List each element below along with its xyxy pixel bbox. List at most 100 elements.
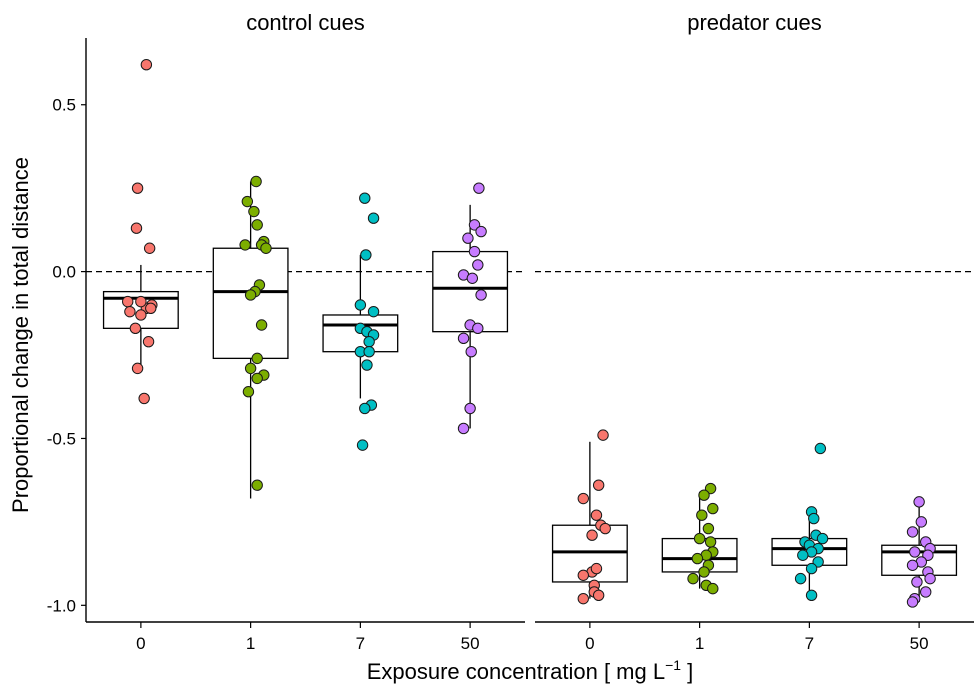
- data-point: [251, 372, 263, 385]
- data-point: [138, 392, 150, 405]
- data-point: [250, 175, 262, 188]
- data-point: [122, 295, 134, 308]
- data-point: [359, 192, 371, 204]
- data-point: [129, 322, 142, 335]
- y-tick-label: 0.5: [52, 96, 76, 115]
- data-point: [577, 492, 589, 505]
- data-point: [465, 345, 477, 358]
- data-point: [599, 522, 611, 535]
- data-point: [906, 559, 919, 571]
- data-point: [457, 422, 470, 435]
- data-point: [124, 305, 136, 318]
- data-point: [135, 295, 147, 308]
- data-point: [239, 239, 251, 251]
- data-point: [915, 516, 928, 528]
- data-point: [794, 572, 807, 585]
- data-point: [693, 532, 706, 545]
- data-point: [906, 526, 919, 538]
- data-point: [816, 532, 829, 545]
- data-point: [698, 489, 710, 501]
- data-point: [140, 58, 153, 71]
- y-axis-title: Proportional change in total distance: [8, 157, 33, 513]
- data-point: [142, 335, 155, 348]
- data-point: [241, 195, 254, 208]
- data-point: [797, 549, 809, 561]
- data-point: [359, 402, 371, 415]
- data-point: [244, 362, 257, 375]
- data-point: [911, 576, 923, 588]
- data-point: [468, 245, 481, 258]
- data-point: [592, 479, 605, 491]
- data-point: [592, 589, 605, 602]
- data-point: [577, 569, 589, 581]
- data-point: [597, 429, 609, 441]
- data-point: [687, 572, 699, 585]
- y-tick-label: -0.5: [47, 429, 76, 448]
- y-tick-label: -1.0: [47, 596, 76, 615]
- data-point: [464, 402, 476, 415]
- x-tick-label: 50: [461, 634, 480, 653]
- x-tick-label: 7: [356, 634, 365, 653]
- data-point: [466, 272, 479, 284]
- data-point: [586, 529, 598, 541]
- axes-layer: [81, 38, 974, 628]
- data-point: [704, 536, 717, 548]
- data-point: [808, 512, 820, 525]
- text-layer: Proportional change in total distance Ex…: [8, 10, 929, 684]
- data-point: [143, 242, 156, 254]
- data-point: [242, 386, 255, 398]
- data-point: [924, 572, 936, 585]
- x-axis-title-superscript: −1: [665, 657, 681, 673]
- data-point: [248, 205, 260, 218]
- x-axis-title-end: ]: [681, 659, 693, 684]
- data-point: [814, 442, 827, 455]
- data-point: [472, 322, 484, 335]
- data-point: [251, 352, 263, 365]
- x-tick-label: 1: [246, 634, 255, 653]
- data-point: [909, 546, 921, 558]
- data-point: [913, 496, 925, 508]
- data-point: [260, 242, 272, 254]
- data-point: [590, 562, 603, 575]
- data-point: [698, 566, 710, 578]
- data-point: [696, 509, 708, 521]
- data-point: [363, 345, 375, 358]
- box-iqr: [212, 247, 289, 360]
- data-point: [577, 592, 589, 605]
- data-point: [906, 596, 919, 608]
- data-point: [367, 305, 380, 318]
- data-point: [244, 289, 257, 301]
- data-point: [805, 562, 818, 575]
- facet-strip-title: control cues: [246, 10, 365, 35]
- data-point: [131, 182, 144, 194]
- data-point: [361, 359, 373, 371]
- data-point: [462, 232, 474, 244]
- data-point: [255, 319, 268, 331]
- x-tick-label: 0: [136, 634, 145, 653]
- data-point: [691, 552, 704, 565]
- data-point: [354, 299, 367, 311]
- data-point: [472, 259, 484, 271]
- data-point: [707, 582, 719, 595]
- x-axis-title: Exposure concentration [ mg L−1 ]: [367, 657, 694, 684]
- marks-layer: [102, 58, 958, 608]
- x-tick-label: 1: [695, 634, 704, 653]
- data-point: [251, 479, 263, 491]
- data-point: [473, 182, 485, 194]
- data-point: [707, 502, 719, 515]
- data-point: [135, 309, 147, 321]
- data-point: [805, 589, 818, 602]
- x-tick-label: 0: [585, 634, 594, 653]
- facet-strip-title: predator cues: [687, 10, 822, 35]
- data-point: [356, 439, 369, 451]
- y-tick-label: 0.0: [52, 263, 76, 282]
- x-tick-label: 50: [910, 634, 929, 653]
- data-point: [920, 586, 932, 598]
- data-point: [145, 302, 157, 315]
- data-point: [360, 249, 372, 261]
- data-point: [130, 222, 143, 234]
- data-point: [251, 219, 263, 231]
- x-tick-label: 7: [805, 634, 814, 653]
